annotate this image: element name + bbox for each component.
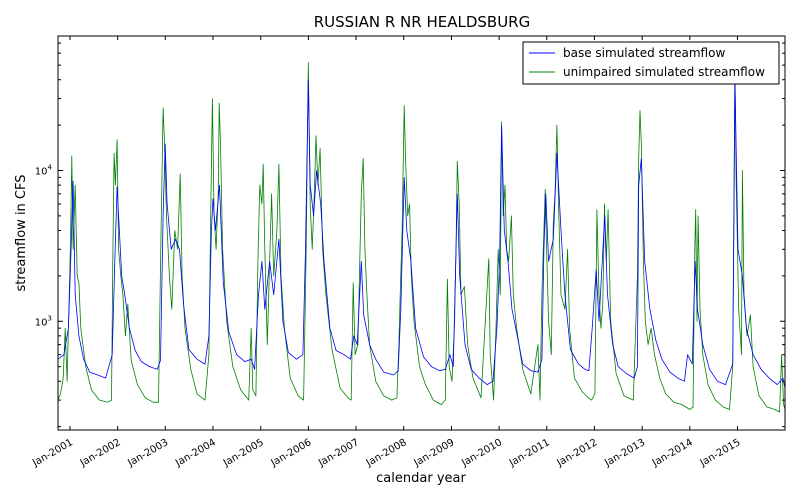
legend: base simulated streamflow unimpaired sim… — [522, 41, 780, 85]
x-tick-label: Jan-2007 — [316, 437, 361, 469]
x-tick-label: Jan-2010 — [459, 437, 504, 469]
x-tick-label: Jan-2002 — [78, 437, 123, 469]
x-axis-label: calendar year — [376, 471, 466, 486]
x-tick-label: Jan-2011 — [507, 437, 552, 469]
x-tick-label: Jan-2015 — [698, 437, 743, 469]
legend-label-base: base simulated streamflow — [563, 46, 725, 60]
x-tick-label: Jan-2009 — [412, 437, 457, 469]
chart-title: RUSSIAN R NR HEALDSBURG — [314, 13, 530, 31]
y-axis-label: streamflow in CFS — [14, 174, 29, 291]
x-tick-label: Jan-2006 — [268, 437, 313, 469]
series-line-unimpaired — [58, 62, 785, 413]
plot-frame — [57, 35, 786, 431]
y-tick-label: 103 — [35, 314, 52, 328]
x-tick-label: Jan-2008 — [364, 437, 409, 469]
legend-label-unimpaired: unimpaired simulated streamflow — [563, 65, 765, 79]
x-tick-label: Jan-2013 — [602, 437, 647, 469]
series-line-base — [58, 79, 785, 389]
x-tick-label: Jan-2004 — [173, 437, 218, 469]
x-tick-label: Jan-2014 — [650, 437, 695, 469]
x-tick-label: Jan-2003 — [125, 437, 170, 469]
x-axis: Jan-2001 Jan-2002 Jan-2003 Jan-2004 Jan-2005… — [30, 36, 742, 469]
x-tick-label: Jan-2001 — [30, 437, 75, 469]
y-tick-label: 104 — [35, 163, 53, 177]
x-tick-label: Jan-2005 — [221, 437, 266, 469]
x-tick-label: Jan-2012 — [555, 437, 600, 469]
plot-area — [58, 62, 785, 413]
y-axis: 103 104 — [35, 42, 785, 428]
legend-box — [522, 41, 780, 85]
